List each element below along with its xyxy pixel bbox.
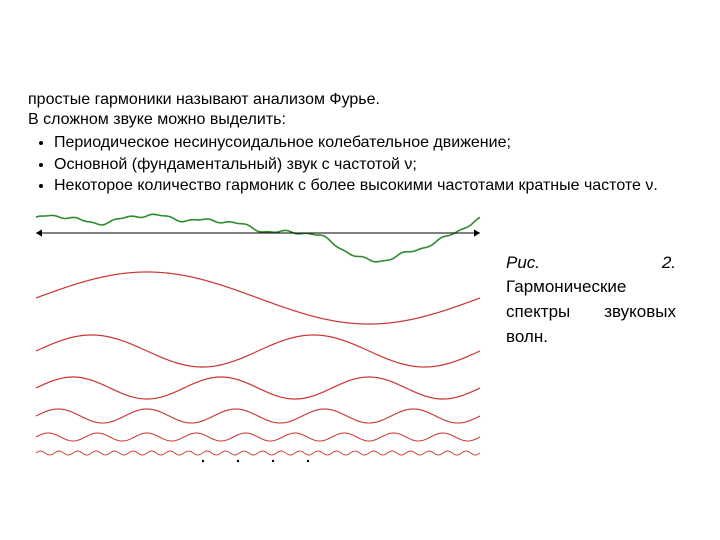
harmonic-spectrum-figure — [28, 203, 488, 468]
intro-line-2: В сложном звуке можно выделить: — [28, 110, 692, 130]
bullet-item: Некоторое количество гармоник с более вы… — [54, 175, 692, 197]
wave-svg — [28, 203, 488, 468]
figure-number: Рис. 2. — [506, 253, 676, 272]
bullet-list: Периодическое несинусоидальное колебател… — [28, 132, 692, 197]
bullet-item: Основной (фундаментальный) звук с частот… — [54, 154, 692, 176]
figure-caption-text: Гармонически­е спектры звуковых волн. — [506, 277, 676, 345]
figure-row: Рис. 2. Гармонически­е спектры звуковых … — [28, 203, 692, 468]
bullet-item: Периодическое несинусоидальное колебател… — [54, 132, 692, 154]
figure-caption: Рис. 2. Гармонически­е спектры звуковых … — [506, 251, 676, 350]
slide-content: простые гармоники называют анализом Фурь… — [0, 0, 720, 468]
intro-line-1: простые гармоники называют анализом Фурь… — [28, 90, 692, 110]
